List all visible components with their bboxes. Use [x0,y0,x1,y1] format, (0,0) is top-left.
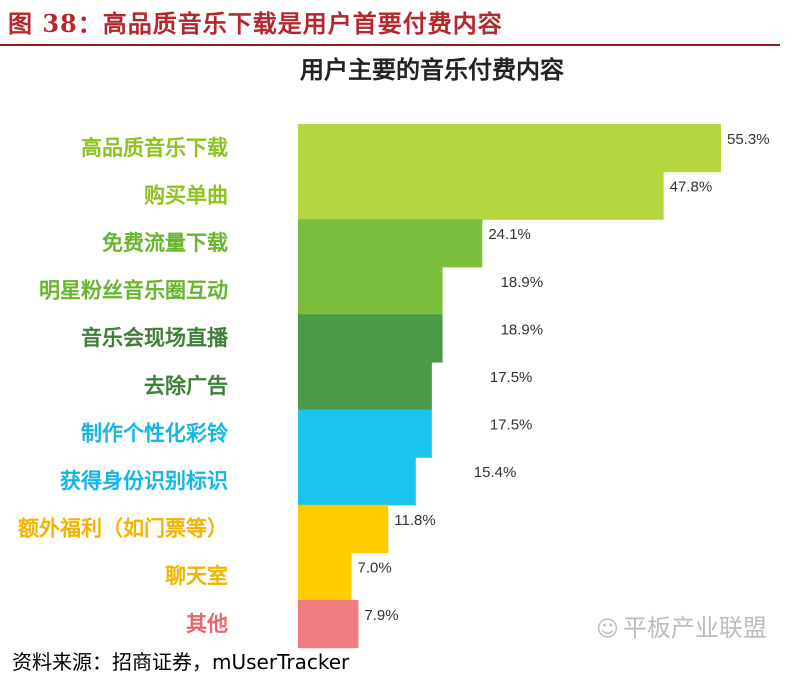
bar-6 [298,409,432,458]
chart-title: 用户主要的音乐付费内容 [300,56,564,84]
bar-3 [298,266,443,315]
value-labels: 55.3% 47.8% 24.1% 18.9% 18.9% 17.5% 17.5% 15.4%… [358,131,770,624]
bar-9 [298,552,352,601]
bar-4 [298,314,443,363]
bar-1 [298,171,664,220]
category-label: 明星粉丝音乐圈互动 [39,279,228,303]
value-label: 18.9% [501,321,544,338]
category-label: 制作个性化彩铃 [81,421,228,445]
category-label: 音乐会现场直播 [81,326,229,350]
bar-5 [298,362,432,411]
title-divider [0,44,780,46]
value-label: 15.4% [474,464,517,481]
value-label: 17.5% [490,369,533,386]
value-label: 24.1% [488,226,531,243]
bar-0 [298,124,721,173]
wechat-icon: ☺ [596,617,619,642]
bar-10 [298,600,359,649]
category-label: 购买单曲 [144,183,228,207]
bar-7 [298,457,416,506]
bar-2 [298,219,483,268]
category-label: 额外福利（如门票等） [18,517,228,541]
watermark: ☺ 平板产业联盟 [596,608,767,643]
bars [298,124,721,649]
value-label: 47.8% [670,179,713,196]
figure-title: 图 38：高品质音乐下载是用户首要付费内容 [8,9,503,38]
value-label: 7.0% [358,559,392,576]
category-label: 高品质音乐下载 [81,136,228,160]
value-label: 17.5% [490,417,533,434]
source-note: 资料来源：招商证券，mUserTracker [12,650,350,674]
category-labels: 高品质音乐下载购买单曲免费流量下载明星粉丝音乐圈互动音乐会现场直播去除广告制作个… [18,136,229,636]
category-label: 其他 [186,612,228,636]
value-label: 7.9% [364,607,398,624]
value-label: 18.9% [501,274,544,291]
category-label: 去除广告 [144,374,228,398]
bar-8 [298,504,389,553]
value-label: 11.8% [394,512,435,529]
category-label: 聊天室 [165,564,228,588]
watermark-text: 平板产业联盟 [622,614,767,642]
category-label: 获得身份识别标识 [60,469,228,493]
value-label: 55.3% [727,131,770,148]
category-label: 免费流量下载 [102,231,228,255]
